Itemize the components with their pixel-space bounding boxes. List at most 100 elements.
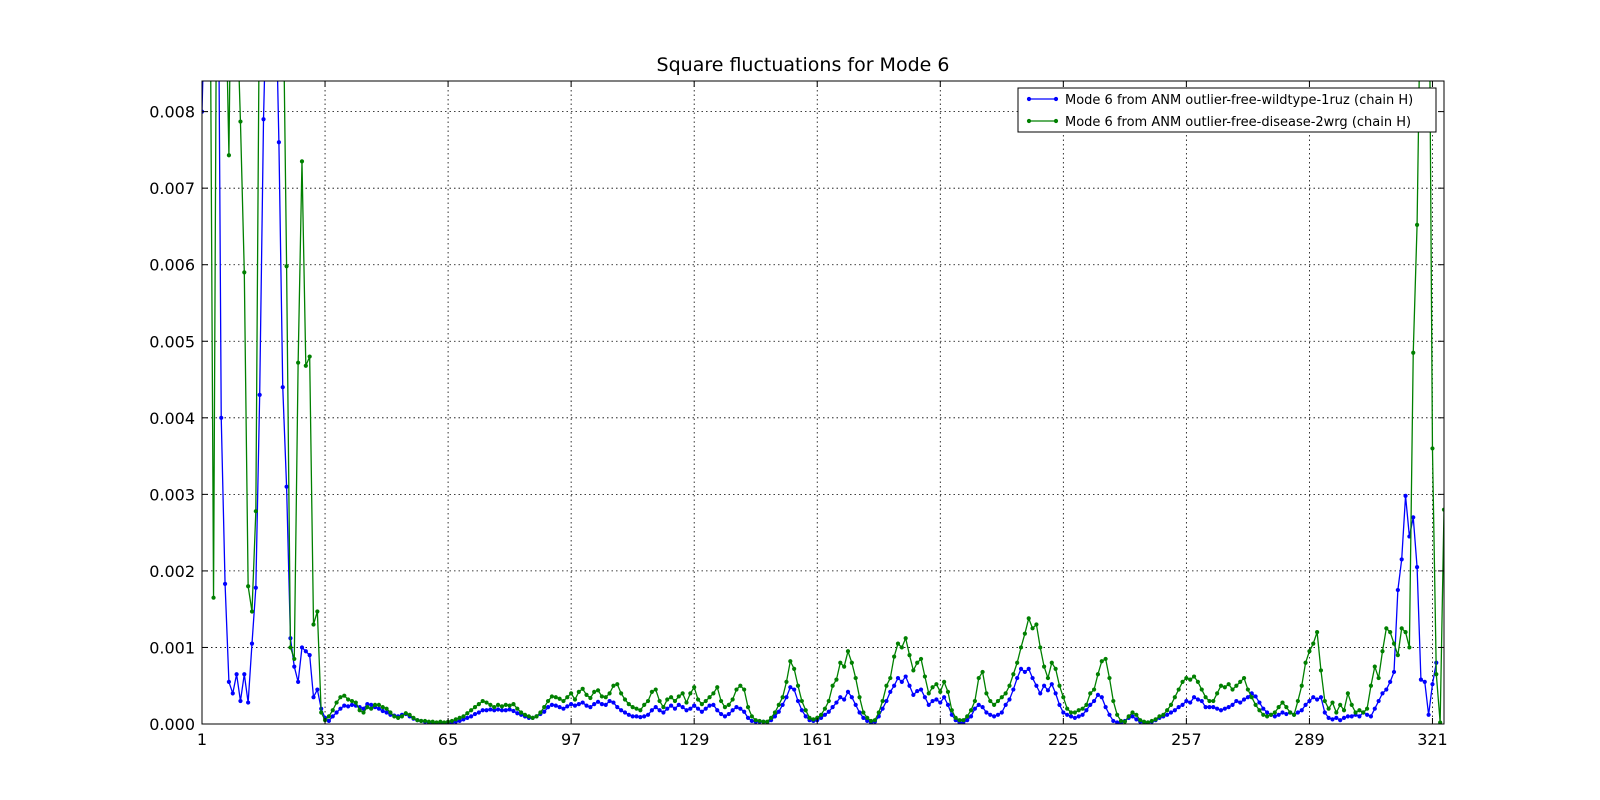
data-point	[992, 714, 997, 719]
data-point	[734, 705, 739, 710]
data-point	[915, 688, 920, 694]
data-point	[599, 694, 605, 699]
data-point	[1218, 708, 1224, 713]
data-point	[519, 710, 524, 715]
data-point	[492, 705, 497, 710]
data-point	[672, 698, 678, 704]
data-point	[1111, 718, 1116, 724]
data-point	[980, 669, 985, 675]
data-point	[711, 702, 716, 707]
data-point	[949, 712, 954, 717]
data-point	[1115, 720, 1120, 724]
data-point	[507, 703, 512, 708]
data-point	[1441, 507, 1444, 512]
data-point	[469, 708, 474, 713]
data-point	[1061, 710, 1066, 715]
data-point	[242, 672, 247, 677]
data-point	[1168, 702, 1174, 707]
data-point	[849, 695, 854, 700]
data-point	[388, 710, 393, 715]
data-point	[1299, 683, 1304, 688]
data-point	[580, 686, 585, 691]
data-point	[257, 392, 262, 397]
data-point	[638, 715, 643, 720]
data-point	[642, 714, 647, 719]
data-point	[634, 714, 639, 719]
data-point	[1426, 712, 1431, 717]
legend-marker	[1053, 96, 1059, 102]
data-point	[1215, 706, 1220, 711]
data-point	[1065, 712, 1070, 717]
data-point	[757, 718, 762, 724]
data-point	[830, 683, 835, 688]
legend-label: Mode 6 from ANM outlier-free-disease-2wr…	[1065, 115, 1411, 130]
data-point	[592, 689, 597, 694]
data-point	[972, 698, 977, 704]
data-point	[930, 698, 935, 704]
data-point	[461, 714, 466, 719]
data-point	[1203, 695, 1208, 700]
data-point	[669, 695, 674, 700]
data-point	[1034, 683, 1039, 688]
data-point	[280, 385, 285, 390]
data-point	[711, 691, 716, 696]
data-point	[626, 712, 631, 717]
data-point	[372, 702, 378, 707]
data-point	[880, 698, 885, 704]
data-point	[876, 710, 881, 715]
data-point	[776, 709, 781, 714]
data-point	[384, 706, 389, 711]
data-point	[1072, 710, 1077, 715]
data-point	[342, 693, 347, 698]
data-point	[1130, 714, 1135, 719]
data-point	[968, 714, 974, 719]
data-point	[1399, 626, 1404, 631]
data-point	[642, 702, 647, 707]
data-point	[549, 702, 555, 707]
data-point	[315, 609, 320, 614]
data-point	[311, 622, 316, 627]
data-point	[980, 705, 985, 710]
data-point	[1295, 698, 1300, 704]
data-point	[1334, 715, 1339, 720]
data-point	[457, 715, 462, 720]
data-point	[1276, 712, 1281, 717]
data-point	[1338, 718, 1343, 723]
data-point	[703, 706, 708, 711]
y-tick-label: 0.003	[149, 485, 195, 504]
data-point	[938, 700, 943, 705]
data-point	[992, 702, 997, 707]
data-point	[1330, 700, 1335, 705]
data-point	[1203, 705, 1208, 710]
data-point	[795, 683, 801, 688]
data-point	[1011, 687, 1016, 692]
data-point	[607, 691, 612, 696]
data-point	[615, 682, 620, 687]
data-point	[592, 702, 597, 707]
x-tick-label: 161	[802, 730, 833, 749]
data-point	[1245, 687, 1250, 692]
data-point	[1141, 719, 1147, 724]
data-point	[572, 703, 578, 708]
data-point	[1241, 697, 1247, 702]
data-point	[1326, 706, 1331, 711]
data-point	[657, 698, 662, 704]
data-point	[661, 710, 666, 715]
data-point	[926, 691, 931, 696]
data-point	[657, 708, 662, 713]
data-point	[895, 641, 901, 646]
data-point	[784, 679, 789, 685]
data-point	[603, 695, 608, 700]
data-point	[807, 715, 812, 720]
data-point	[772, 710, 778, 715]
data-point	[1291, 712, 1297, 717]
data-point	[734, 687, 739, 692]
data-point	[772, 714, 778, 719]
data-point	[411, 715, 416, 720]
data-point	[415, 718, 420, 723]
data-point	[1341, 715, 1347, 720]
data-point	[1395, 587, 1400, 593]
data-point	[434, 720, 439, 724]
data-point	[511, 708, 516, 714]
